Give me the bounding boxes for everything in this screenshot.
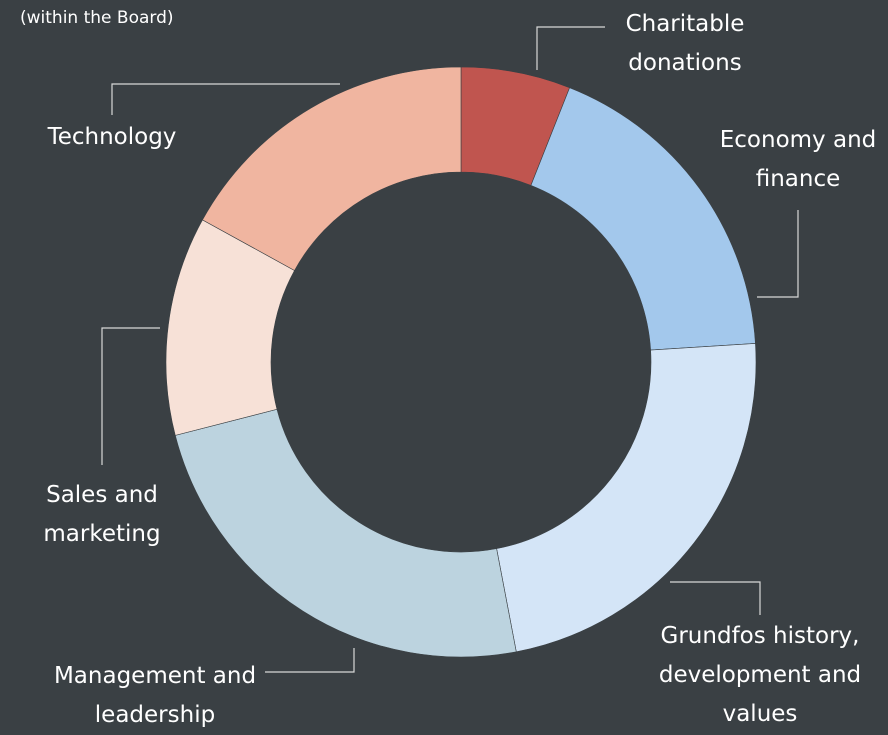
leader-line bbox=[536, 26, 605, 70]
segment-label: Economy and finance bbox=[719, 127, 877, 192]
leader-line bbox=[670, 581, 761, 615]
segment-label: Management and leadership bbox=[53, 663, 257, 728]
chart-subtitle: (within the Board) bbox=[20, 8, 174, 28]
donut-segment bbox=[530, 87, 756, 351]
segment-label: Sales and marketing bbox=[43, 482, 161, 547]
donut-segment bbox=[496, 343, 757, 653]
donut-segment bbox=[174, 408, 517, 658]
leader-line bbox=[265, 648, 355, 673]
segment-label: Grundfos history, development and values bbox=[658, 623, 862, 727]
leader-line bbox=[111, 83, 340, 115]
leader-line bbox=[757, 210, 799, 298]
segment-label: Technology bbox=[47, 124, 177, 150]
donut-segment bbox=[202, 66, 462, 271]
segment-label: Charitable donations bbox=[625, 11, 745, 76]
leader-line bbox=[101, 327, 160, 465]
